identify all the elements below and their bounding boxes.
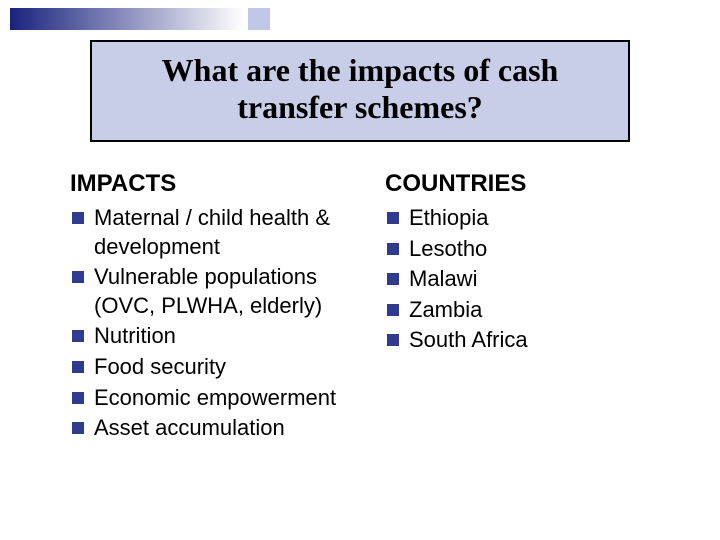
content-columns: IMPACTS Maternal / child health & develo… [70,170,680,445]
list-item: Economic empowerment [70,384,365,413]
list-item: Zambia [385,296,680,325]
list-item: Malawi [385,265,680,294]
list-item: Nutrition [70,322,365,351]
page-title: What are the impacts of cash transfer sc… [112,52,608,126]
list-item: Ethiopia [385,204,680,233]
decor-gradient [10,8,244,30]
list-item: Asset accumulation [70,414,365,443]
list-item: Vulnerable populations (OVC, PLWHA, elde… [70,263,365,320]
impacts-column: IMPACTS Maternal / child health & develo… [70,170,385,445]
list-item: Maternal / child health & development [70,204,365,261]
list-item: Lesotho [385,235,680,264]
decor-square [248,8,270,30]
decor-top-bar [10,8,270,30]
impacts-list: Maternal / child health & developmentVul… [70,204,365,443]
title-box: What are the impacts of cash transfer sc… [90,40,630,142]
list-item: South Africa [385,326,680,355]
countries-list: EthiopiaLesothoMalawiZambiaSouth Africa [385,204,680,355]
list-item: Food security [70,353,365,382]
impacts-heading: IMPACTS [70,170,365,198]
countries-column: COUNTRIES EthiopiaLesothoMalawiZambiaSou… [385,170,680,445]
countries-heading: COUNTRIES [385,170,680,198]
